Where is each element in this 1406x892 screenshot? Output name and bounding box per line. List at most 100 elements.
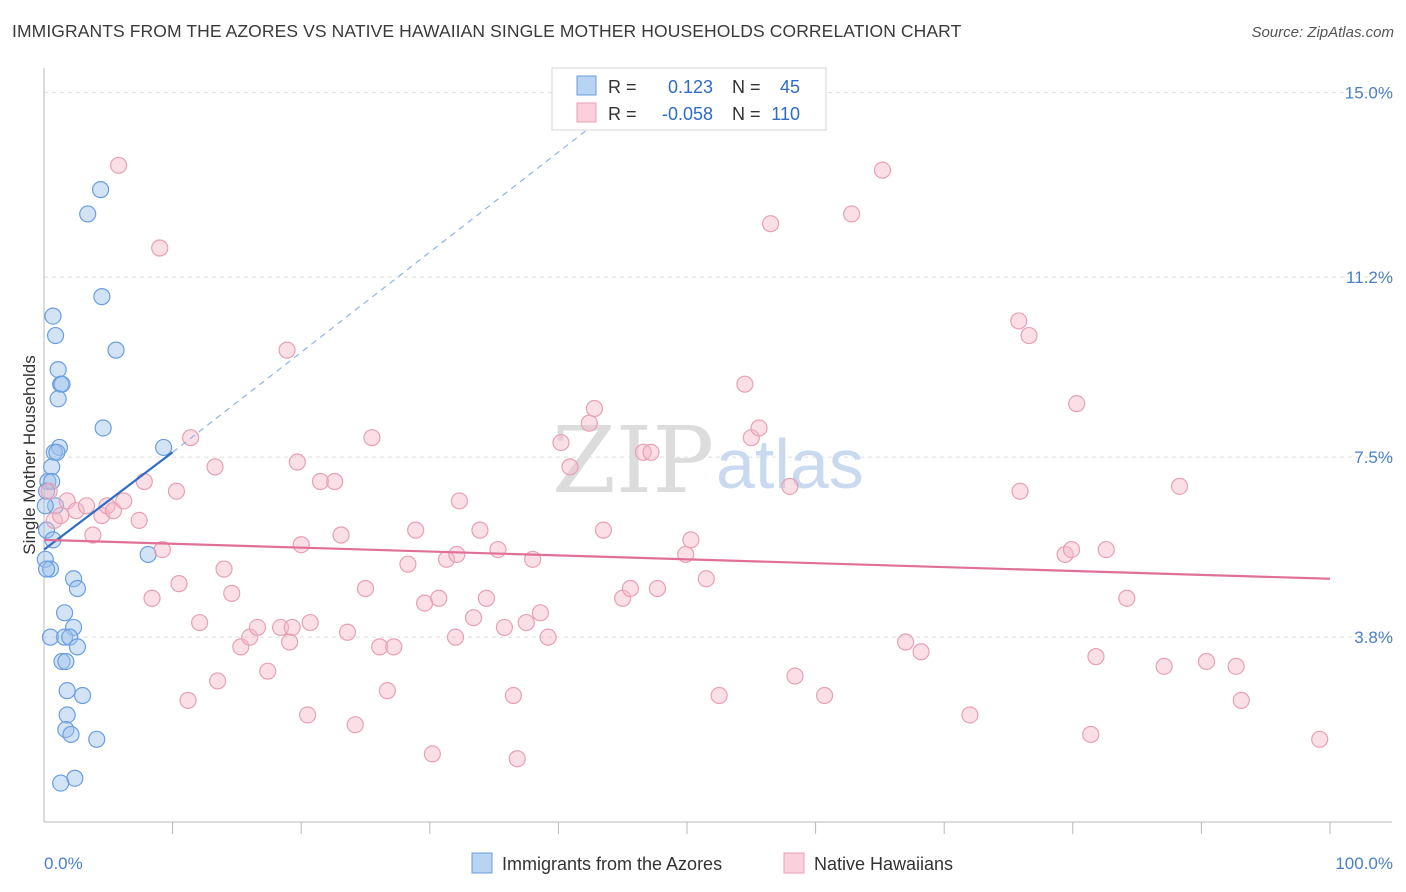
hawaiian-point xyxy=(143,589,161,607)
series-hawaiians-points xyxy=(40,156,1329,768)
hawaiian-point xyxy=(710,686,728,705)
hawaiian-point xyxy=(552,433,570,452)
azores-point xyxy=(46,326,65,345)
hawaiian-point xyxy=(385,638,403,656)
legend-frame xyxy=(551,67,827,131)
hawaiian-point xyxy=(1097,540,1115,559)
hawaiian-point xyxy=(115,492,133,510)
azores-point xyxy=(58,706,76,724)
hawaiian-point xyxy=(191,613,209,632)
hawaiian-point xyxy=(407,521,425,539)
legend-n-value-azores: 45 xyxy=(780,77,800,97)
azores-point xyxy=(68,579,87,598)
hawaiian-point xyxy=(750,419,768,437)
legend-r-value-azores: 0.123 xyxy=(668,77,713,97)
axes xyxy=(43,68,1392,823)
azores-point xyxy=(49,361,67,379)
legend-box: R = 0.123 N = 45 R = -0.058 N = 110 xyxy=(551,67,827,131)
hawaiian-point xyxy=(448,545,466,564)
hawaiian-point xyxy=(130,511,148,530)
grid-lines xyxy=(44,91,1392,638)
azores-point xyxy=(43,458,61,476)
hawaiian-point xyxy=(697,570,715,588)
hawaiian-point xyxy=(259,662,277,680)
hawaiian-point xyxy=(248,618,267,637)
bottom-legend-label-hawaiians: Native Hawaiians xyxy=(814,854,953,874)
y-tick-labels: 3.8% 7.5% 11.2% 15.0% xyxy=(1345,83,1393,647)
legend-n-label-azores: N = xyxy=(732,77,761,97)
azores-point xyxy=(41,560,60,578)
hawaiian-point xyxy=(786,667,804,685)
x-tick-label-min: 0.0% xyxy=(44,854,83,873)
bottom-legend-label-azores: Immigrants from the Azores xyxy=(502,854,722,874)
hawaiian-point xyxy=(109,156,128,174)
hawaiian-point xyxy=(1232,691,1250,709)
hawaiian-point xyxy=(151,239,169,257)
hawaiian-point xyxy=(621,579,640,598)
hawaiian-point xyxy=(1170,477,1189,495)
azores-point xyxy=(57,720,75,739)
azores-point xyxy=(55,604,74,622)
hawaiian-point xyxy=(77,497,96,515)
hawaiian-point xyxy=(52,506,70,525)
data-points xyxy=(36,156,1329,792)
hawaiian-point xyxy=(495,618,513,637)
x-tick-label-max: 100.0% xyxy=(1335,854,1393,873)
series-azores-points xyxy=(36,181,173,792)
hawaiian-point xyxy=(1062,540,1081,559)
hawaiian-point xyxy=(1082,725,1100,744)
hawaiian-point xyxy=(816,686,834,705)
azores-point xyxy=(53,652,71,671)
hawaiian-point xyxy=(508,750,526,768)
azores-point xyxy=(52,774,70,792)
hawaiian-point xyxy=(561,458,579,476)
y-tick-label: 15.0% xyxy=(1345,83,1393,102)
hawaiian-point xyxy=(446,628,465,646)
hawaiian-point xyxy=(504,686,522,705)
watermark-zip: ZIP xyxy=(552,407,714,514)
azores-trend-extension xyxy=(172,101,624,453)
bottom-legend: Immigrants from the Azores Native Hawaii… xyxy=(471,852,953,874)
hawaiian-point xyxy=(1118,589,1136,607)
bottom-legend-swatch-azores xyxy=(471,852,493,874)
hawaiian-point xyxy=(781,477,799,495)
hawaiian-point xyxy=(642,443,660,461)
hawaiian-point xyxy=(153,540,171,559)
hawaiian-point xyxy=(206,458,224,476)
x-ticks xyxy=(172,822,1331,834)
hawaiian-point xyxy=(301,613,319,632)
hawaiian-point xyxy=(539,628,557,646)
legend-n-label-hawaiians: N = xyxy=(732,104,761,124)
hawaiians-trend-line xyxy=(43,538,1331,580)
azores-point xyxy=(53,375,71,393)
hawaiian-point xyxy=(682,531,700,549)
azores-point xyxy=(73,686,92,705)
hawaiian-point xyxy=(897,633,915,651)
azores-point xyxy=(58,682,76,700)
azores-point xyxy=(48,443,66,461)
hawaiian-point xyxy=(648,579,667,598)
hawaiian-point xyxy=(1068,395,1086,413)
hawaiian-point xyxy=(281,633,299,651)
hawaiian-point xyxy=(278,341,296,359)
hawaiian-point xyxy=(761,215,780,233)
hawaiian-point xyxy=(40,482,58,500)
hawaiian-point xyxy=(399,555,417,573)
azores-point xyxy=(79,205,97,223)
hawaiian-point xyxy=(67,502,85,520)
azores-trend-line xyxy=(43,451,174,551)
hawaiian-point xyxy=(288,453,306,471)
azores-point xyxy=(64,570,83,588)
azores-point xyxy=(36,497,54,515)
hawaiian-point xyxy=(356,579,375,598)
legend-n-value-hawaiians: 110 xyxy=(771,104,800,124)
hawaiian-point xyxy=(585,399,604,418)
hawaiian-point xyxy=(167,482,186,500)
hawaiian-point xyxy=(1010,312,1028,330)
hawaiian-point xyxy=(594,521,613,539)
hawaiian-point xyxy=(299,706,317,724)
y-tick-label: 7.5% xyxy=(1354,448,1393,467)
hawaiian-point xyxy=(209,672,227,690)
azores-point xyxy=(88,730,106,748)
